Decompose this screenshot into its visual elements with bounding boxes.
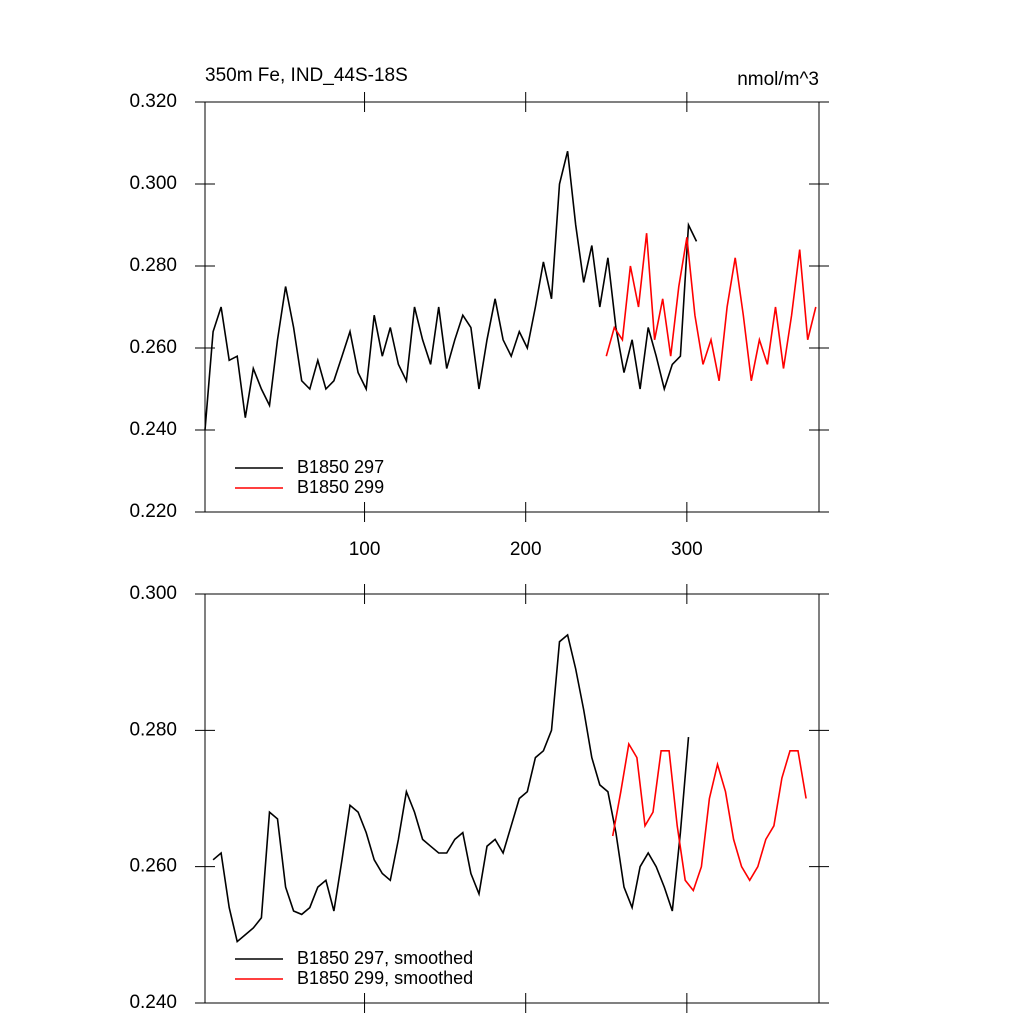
legend-label: B1850 299, smoothed	[297, 968, 473, 988]
y-tick-label: 0.280	[129, 719, 177, 740]
y-tick-label: 0.240	[129, 419, 177, 440]
y-tick-label: 0.220	[129, 501, 177, 522]
plot-frame	[204, 101, 820, 513]
y-tick-label: 0.320	[129, 91, 177, 112]
x-tick-label: 200	[510, 539, 542, 560]
y-tick-label: 0.300	[129, 583, 177, 604]
data-line	[605, 233, 817, 381]
units-label: nmol/m^3	[737, 69, 819, 90]
plot-frame	[204, 593, 820, 1004]
data-line	[212, 633, 690, 944]
data-line	[204, 151, 698, 431]
x-tick-label: 300	[671, 539, 703, 560]
legend-label: B1850 297, smoothed	[297, 948, 473, 968]
y-tick-label: 0.260	[129, 856, 177, 877]
y-tick-label: 0.280	[129, 255, 177, 276]
y-tick-label: 0.260	[129, 337, 177, 358]
chart-title: 350m Fe, IND_44S-18S	[205, 65, 408, 86]
y-tick-label: 0.300	[129, 173, 177, 194]
x-tick-label: 100	[349, 539, 381, 560]
legend-label: B1850 299	[297, 477, 384, 497]
y-tick-label: 0.240	[129, 992, 177, 1013]
legend-label: B1850 297	[297, 457, 384, 477]
data-line	[611, 741, 807, 893]
